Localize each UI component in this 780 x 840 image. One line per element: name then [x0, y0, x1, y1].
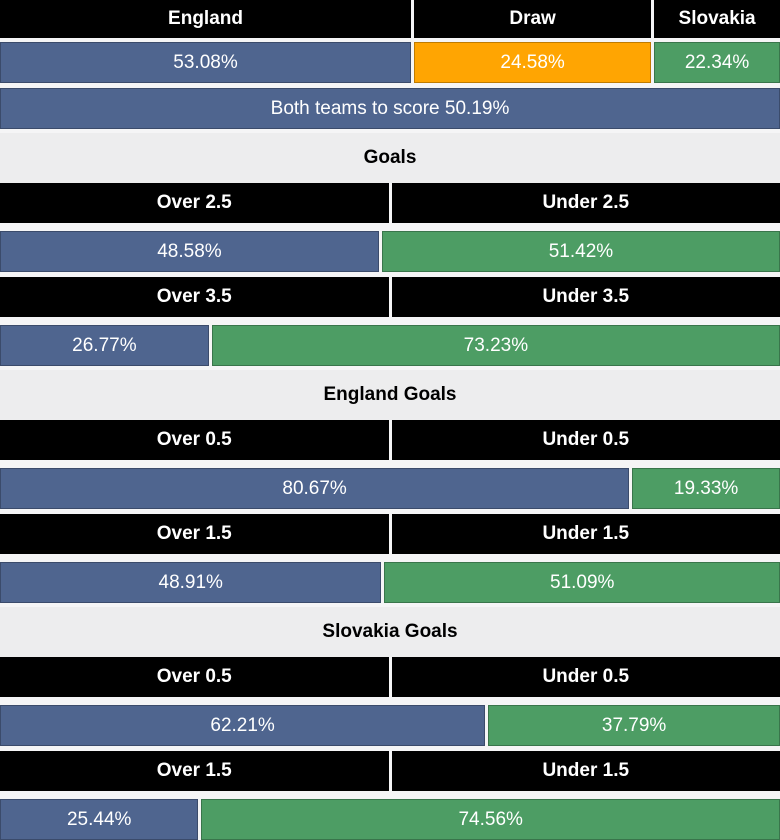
- over-2-5-segment: 48.58%: [0, 231, 379, 272]
- header-cell-away: Slovakia: [654, 0, 780, 38]
- ou-header-england-over-1-5: Over 1.5: [0, 514, 389, 554]
- ou-header-row: Over 0.5 Under 0.5: [0, 420, 780, 460]
- over-3-5-segment: 26.77%: [0, 325, 209, 366]
- ou-header-england-under-0-5: Under 0.5: [392, 420, 780, 460]
- ou-header-row: Over 2.5 Under 2.5: [0, 183, 780, 223]
- ou-header-slovakia-over-0-5: Over 0.5: [0, 657, 389, 697]
- ou-header-england-over-0-5: Over 0.5: [0, 420, 389, 460]
- slovakia-over-0-5-segment: 62.21%: [0, 705, 485, 746]
- ou-header-under-2-5: Under 2.5: [392, 183, 780, 223]
- section-title-england-goals: England Goals: [0, 370, 780, 420]
- ou-header-england-under-1-5: Under 1.5: [392, 514, 780, 554]
- section-title-slovakia-goals: Slovakia Goals: [0, 607, 780, 657]
- england-under-0-5-segment: 19.33%: [632, 468, 780, 509]
- ou-header-slovakia-under-1-5: Under 1.5: [392, 751, 780, 791]
- match-result-header: England Draw Slovakia: [0, 0, 780, 38]
- away-probability-segment: 22.34%: [654, 42, 780, 83]
- ou-header-slovakia-over-1-5: Over 1.5: [0, 751, 389, 791]
- draw-probability-segment: 24.58%: [414, 42, 651, 83]
- ou-bar-row: 26.77% 73.23%: [0, 325, 780, 366]
- ou-bar-row: 25.44% 74.56%: [0, 799, 780, 840]
- ou-bar-row: 48.91% 51.09%: [0, 562, 780, 603]
- ou-header-row: Over 3.5 Under 3.5: [0, 277, 780, 317]
- home-probability-segment: 53.08%: [0, 42, 411, 83]
- header-cell-draw: Draw: [414, 0, 651, 38]
- slovakia-over-1-5-segment: 25.44%: [0, 799, 198, 840]
- btts-bar: Both teams to score 50.19%: [0, 88, 780, 129]
- ou-bar-row: 48.58% 51.42%: [0, 231, 780, 272]
- ou-header-under-3-5: Under 3.5: [392, 277, 780, 317]
- ou-header-over-2-5: Over 2.5: [0, 183, 389, 223]
- ou-bar-row: 80.67% 19.33%: [0, 468, 780, 509]
- under-3-5-segment: 73.23%: [212, 325, 780, 366]
- header-cell-home: England: [0, 0, 411, 38]
- ou-header-row: Over 1.5 Under 1.5: [0, 751, 780, 791]
- slovakia-under-0-5-segment: 37.79%: [488, 705, 780, 746]
- under-2-5-segment: 51.42%: [382, 231, 780, 272]
- ou-header-row: Over 1.5 Under 1.5: [0, 514, 780, 554]
- section-title-goals: Goals: [0, 133, 780, 183]
- england-over-0-5-segment: 80.67%: [0, 468, 629, 509]
- ou-header-slovakia-under-0-5: Under 0.5: [392, 657, 780, 697]
- ou-header-row: Over 0.5 Under 0.5: [0, 657, 780, 697]
- ou-bar-row: 62.21% 37.79%: [0, 705, 780, 746]
- ou-header-over-3-5: Over 3.5: [0, 277, 389, 317]
- match-probability-bar: 53.08% 24.58% 22.34%: [0, 42, 780, 83]
- england-under-1-5-segment: 51.09%: [384, 562, 780, 603]
- england-over-1-5-segment: 48.91%: [0, 562, 381, 603]
- slovakia-under-1-5-segment: 74.56%: [201, 799, 780, 840]
